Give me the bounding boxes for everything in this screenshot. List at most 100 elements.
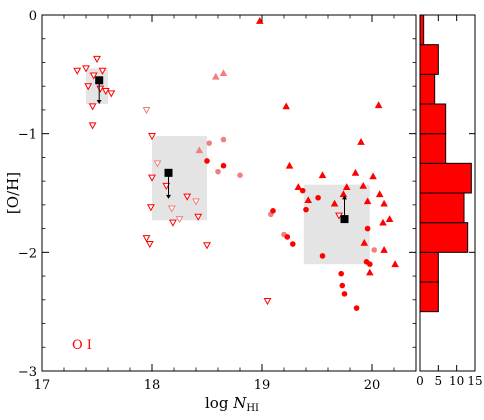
upper-limit-point-light — [142, 106, 151, 115]
upper-limit-point — [82, 65, 90, 73]
y-tick-label: 0 — [29, 9, 37, 24]
detection-point-light — [371, 247, 378, 253]
detection-point — [363, 259, 370, 265]
histogram-bar — [419, 281, 439, 313]
lower-limit-point-light — [195, 146, 204, 154]
detection-point — [338, 270, 345, 277]
upper-limit-point — [142, 235, 151, 243]
detection-point — [339, 282, 346, 289]
detection-point — [353, 305, 360, 311]
lower-limit-point — [330, 199, 339, 207]
upper-limit-point — [98, 67, 107, 75]
detection-point — [270, 208, 276, 214]
lower-limit-point — [380, 199, 388, 207]
lower-limit-point — [359, 181, 367, 189]
histogram-bar — [419, 251, 439, 283]
y-tick-label: −2 — [18, 246, 37, 261]
x-tick-label: 20 — [364, 378, 381, 393]
histogram-bar — [419, 222, 469, 253]
x-axis-label: log NHI — [205, 394, 259, 414]
histogram-bar — [419, 103, 447, 135]
lower-limit-point — [385, 215, 394, 222]
lower-limit-point — [363, 197, 372, 205]
upper-limit-point — [73, 67, 82, 75]
detection-point-light — [206, 140, 212, 146]
detection-point — [315, 194, 321, 201]
detection-point — [319, 253, 326, 259]
axis-ticks: 17 18 19 20 0 −1 −2 −3 — [18, 9, 417, 393]
upper-limit-point — [263, 298, 272, 306]
lower-limit-point — [357, 138, 365, 145]
bin-mean-markers — [95, 76, 349, 224]
lower-limit-point — [318, 171, 327, 179]
histogram-bar — [419, 14, 425, 46]
upper-limit-point — [107, 90, 116, 98]
bin-arrow-head — [96, 100, 102, 104]
bin-mean-marker — [164, 168, 173, 177]
upper-limit-point-light — [153, 160, 162, 168]
histogram-tick-label: 15 — [467, 374, 482, 388]
upper-limit-point — [89, 72, 98, 80]
upper-limit-point — [183, 193, 192, 201]
x-axis-label-subscript: HI — [246, 403, 259, 414]
detection-point — [341, 291, 348, 297]
upper-limit-point — [101, 87, 110, 96]
histogram-bar — [419, 192, 465, 224]
upper-limit-point — [148, 133, 156, 141]
histogram-bar — [419, 162, 472, 194]
y-tick-label: −3 — [18, 365, 37, 380]
lower-limit-point — [391, 260, 399, 268]
lower-limit-point — [360, 238, 369, 246]
data-points — [73, 17, 399, 311]
upper-limit-point — [203, 242, 211, 250]
lower-limit-point — [380, 246, 388, 253]
lower-limit-point — [285, 161, 294, 169]
lower-limit-point — [282, 102, 290, 110]
histogram-tick-label: 10 — [449, 374, 464, 388]
detection-point — [303, 206, 309, 213]
histogram-bar — [419, 73, 436, 105]
histogram-panel: 0 5 10 15 — [416, 14, 483, 388]
plot-frame — [41, 14, 417, 372]
lower-limit-point — [379, 218, 387, 226]
species-label: O I — [72, 338, 92, 353]
upper-limit-point — [162, 182, 171, 191]
detection-point — [299, 187, 306, 194]
histogram-frame — [419, 14, 476, 372]
lower-limit-point — [375, 190, 384, 198]
lower-limit-point — [304, 196, 312, 204]
detection-point — [284, 234, 291, 240]
histogram-ticks: 0 5 10 15 — [416, 14, 483, 388]
x-tick-label: 17 — [34, 378, 51, 393]
detection-point-light — [215, 168, 221, 175]
upper-limit-point — [148, 174, 156, 182]
upper-limit-point — [168, 219, 177, 227]
histogram-tick-label: 0 — [416, 374, 424, 388]
x-tick-label: 19 — [254, 378, 271, 393]
bin-arrow-head — [166, 194, 171, 199]
detection-point — [290, 241, 296, 247]
bin-boxes — [86, 68, 370, 265]
lower-limit-point — [256, 17, 264, 24]
bin-mean-marker — [95, 76, 104, 85]
detection-point-light — [220, 136, 227, 143]
y-axis-label: [O/H] — [4, 172, 22, 214]
x-axis-label-variable: N — [232, 394, 247, 412]
detection-point — [220, 162, 227, 169]
x-axis-label-prefix: log — [205, 394, 233, 412]
upper-limit-point-light — [167, 205, 176, 213]
histogram-bar — [419, 44, 439, 75]
histogram-bar — [419, 133, 447, 164]
upper-limit-point-light — [192, 198, 200, 206]
upper-limit-point — [84, 83, 93, 91]
upper-limit-point — [93, 55, 101, 64]
bin-box — [303, 184, 370, 265]
detection-point — [204, 158, 210, 164]
lower-limit-point — [339, 190, 348, 198]
lower-limit-point — [294, 183, 303, 190]
x-tick-label: 18 — [144, 378, 161, 393]
histogram-bars — [419, 14, 472, 313]
lower-limit-point — [351, 168, 360, 176]
bin-mean-marker — [340, 215, 349, 224]
